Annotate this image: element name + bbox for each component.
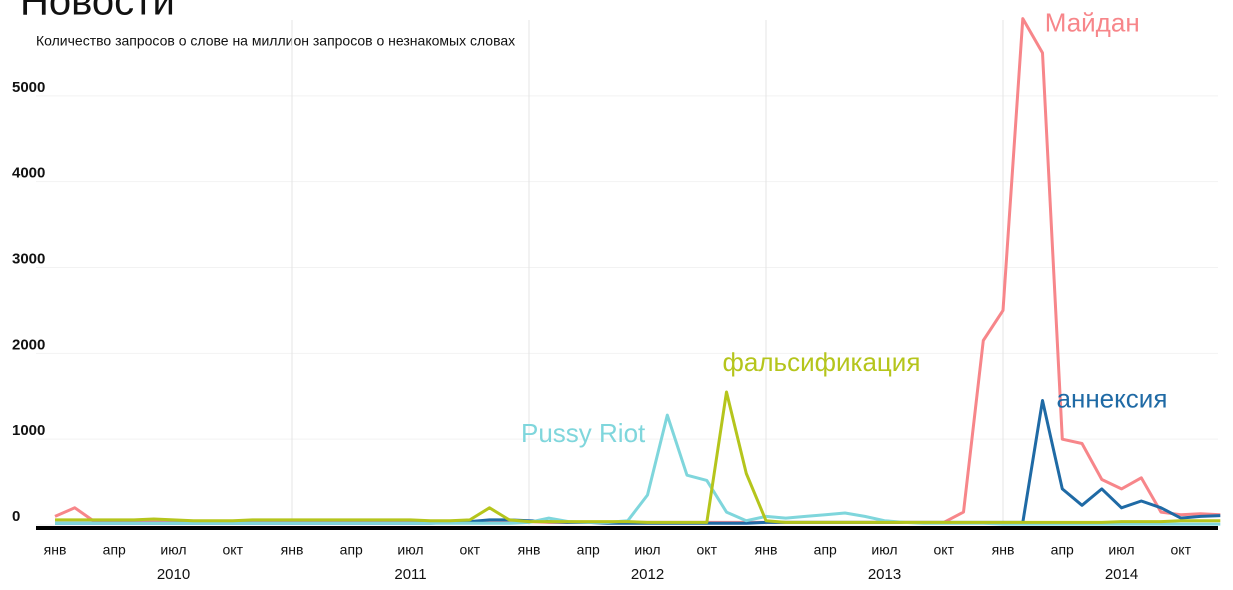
x-tick-label: июл — [871, 542, 897, 558]
x-tick-label: июл — [160, 542, 186, 558]
year-label: 2013 — [868, 566, 901, 583]
chart-subtitle: Количество запросов о слове на миллион з… — [36, 33, 515, 49]
x-tick-label: апр — [103, 542, 126, 558]
x-tick-label: апр — [340, 542, 363, 558]
y-tick-label: 2000 — [12, 336, 45, 353]
x-tick-label: апр — [814, 542, 837, 558]
x-tick-label: окт — [697, 542, 718, 558]
y-tick-label: 5000 — [12, 79, 45, 96]
x-tick-label: окт — [934, 542, 955, 558]
chart-title: Новости — [20, 0, 175, 24]
x-tick-label: июл — [397, 542, 423, 558]
year-label: 2012 — [631, 566, 664, 583]
year-label: 2010 — [157, 566, 190, 583]
legend-label: аннексия — [1057, 383, 1168, 413]
x-tick-label: окт — [1171, 542, 1192, 558]
x-tick-label: янв — [755, 542, 778, 558]
x-tick-label: июл — [634, 542, 660, 558]
x-tick-label: окт — [460, 542, 481, 558]
x-tick-label: окт — [223, 542, 244, 558]
legend-label: фальсификация — [723, 347, 921, 377]
x-tick-label: апр — [1051, 542, 1074, 558]
x-tick-label: янв — [44, 542, 67, 558]
year-label: 2014 — [1105, 566, 1138, 583]
x-tick-label: апр — [577, 542, 600, 558]
y-tick-label: 4000 — [12, 165, 45, 182]
x-tick-label: янв — [518, 542, 541, 558]
series-line — [55, 390, 1221, 524]
series-line — [55, 413, 1221, 526]
legend-label: Майдан — [1045, 7, 1140, 37]
x-tick-label: июл — [1108, 542, 1134, 558]
y-tick-label: 0 — [12, 508, 20, 525]
x-tick-label: янв — [281, 542, 304, 558]
y-tick-label: 3000 — [12, 250, 45, 267]
year-label: 2011 — [394, 566, 426, 583]
y-tick-label: 1000 — [12, 422, 45, 439]
x-tick-label: янв — [992, 542, 1015, 558]
legend-label: Pussy Riot — [521, 418, 646, 448]
